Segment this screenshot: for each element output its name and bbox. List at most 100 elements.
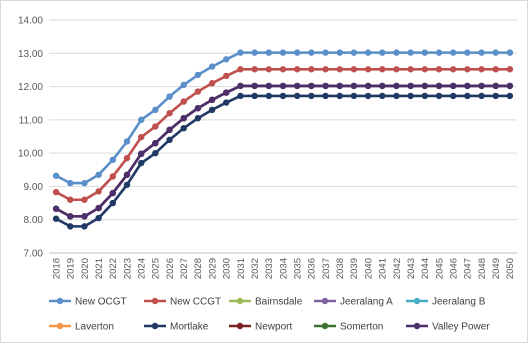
data-point <box>166 93 173 100</box>
data-point <box>166 126 173 134</box>
x-tick-label: 2033 <box>264 258 275 279</box>
legend-label: Newport <box>255 322 292 333</box>
legend-label: Somerton <box>340 322 383 333</box>
data-point <box>67 213 74 220</box>
x-tick-label: 2032 <box>250 258 261 279</box>
x-tick-label: 2034 <box>278 258 289 279</box>
data-point <box>237 49 244 56</box>
data-point <box>52 172 60 179</box>
legend-item-somerton: Somerton <box>314 322 383 333</box>
y-tick-label: 13.00 <box>18 49 43 60</box>
legend-label: Valley Power <box>432 322 490 333</box>
data-point <box>109 156 117 163</box>
legend-label: Jeeralang B <box>432 297 486 308</box>
data-point <box>492 82 499 90</box>
legend-marker <box>236 322 244 330</box>
legend-item-jeeralang-a: Jeeralang A <box>314 297 393 308</box>
data-point <box>478 82 485 90</box>
data-point <box>123 138 131 145</box>
x-tick-label: 2025 <box>151 258 162 279</box>
data-point <box>208 63 216 70</box>
data-point <box>379 82 386 90</box>
legend-item-mortlake: Mortlake <box>144 322 209 333</box>
data-point <box>421 49 429 56</box>
data-point <box>421 66 429 73</box>
x-tick-label: 2042 <box>392 258 403 279</box>
data-point <box>407 82 414 90</box>
x-tick-label: 2036 <box>307 258 318 279</box>
legend-label: Jeeralang A <box>340 297 393 308</box>
data-point <box>336 92 343 100</box>
data-point <box>293 66 301 73</box>
data-point <box>279 92 287 100</box>
data-point <box>95 188 102 195</box>
data-point <box>464 49 471 56</box>
data-point <box>435 66 443 73</box>
x-tick-label: 2037 <box>321 258 332 279</box>
series-valley-power <box>52 82 514 220</box>
data-point <box>123 171 131 178</box>
legend-item-jeeralang-b: Jeeralang B <box>406 297 486 308</box>
data-point <box>52 205 60 212</box>
data-point <box>506 92 514 100</box>
data-point <box>223 56 230 63</box>
data-point <box>350 49 358 56</box>
data-point <box>449 92 457 100</box>
y-tick-label: 10.00 <box>18 149 43 160</box>
legend-item-new-ocgt: New OCGT <box>49 297 127 308</box>
data-point <box>293 49 301 56</box>
data-point <box>223 99 230 106</box>
data-point <box>322 92 329 100</box>
x-tick-label: 2043 <box>406 258 417 279</box>
legend-label: New OCGT <box>75 297 127 308</box>
data-point <box>322 82 329 90</box>
data-point <box>364 92 372 100</box>
data-point <box>421 92 429 100</box>
data-point <box>265 49 273 56</box>
data-point <box>237 92 244 100</box>
data-point <box>166 136 173 144</box>
data-point <box>194 105 202 112</box>
data-point <box>223 72 230 80</box>
data-point <box>67 196 74 203</box>
data-point <box>180 124 187 132</box>
x-tick-label: 2041 <box>378 258 389 279</box>
data-point <box>350 66 358 73</box>
data-point <box>279 66 287 73</box>
data-point <box>336 66 343 73</box>
data-point <box>350 82 358 90</box>
data-point <box>506 82 514 90</box>
data-point <box>251 49 258 56</box>
data-point <box>265 66 273 73</box>
data-point <box>464 82 471 90</box>
data-point <box>237 82 244 90</box>
data-point <box>308 92 315 100</box>
data-point <box>435 49 443 56</box>
data-point <box>52 188 60 196</box>
x-tick-label: 2024 <box>137 258 148 279</box>
series-new-ocgt <box>52 49 514 187</box>
data-point <box>251 82 258 90</box>
legend-marker <box>236 297 244 305</box>
x-tick-label: 2028 <box>193 258 204 279</box>
data-point <box>152 139 159 147</box>
data-point <box>137 133 145 141</box>
x-tick-label: 2035 <box>293 258 304 279</box>
data-point <box>364 66 372 73</box>
data-point <box>194 114 202 122</box>
data-point <box>208 106 216 114</box>
data-point <box>478 49 485 56</box>
data-point <box>492 92 499 100</box>
data-point <box>109 173 117 180</box>
y-tick-label: 12.00 <box>18 82 43 93</box>
legend-marker <box>151 297 159 305</box>
legend: New OCGT New CCGT Bairnsdale Jeeralang A Jee… <box>49 297 490 333</box>
data-point <box>308 49 315 56</box>
legend-item-bairnsdale: Bairnsdale <box>229 297 303 308</box>
x-tick-label: 2030 <box>222 258 233 279</box>
data-point <box>152 106 159 114</box>
data-point <box>123 181 131 188</box>
data-point <box>393 82 400 90</box>
data-point <box>265 92 273 100</box>
